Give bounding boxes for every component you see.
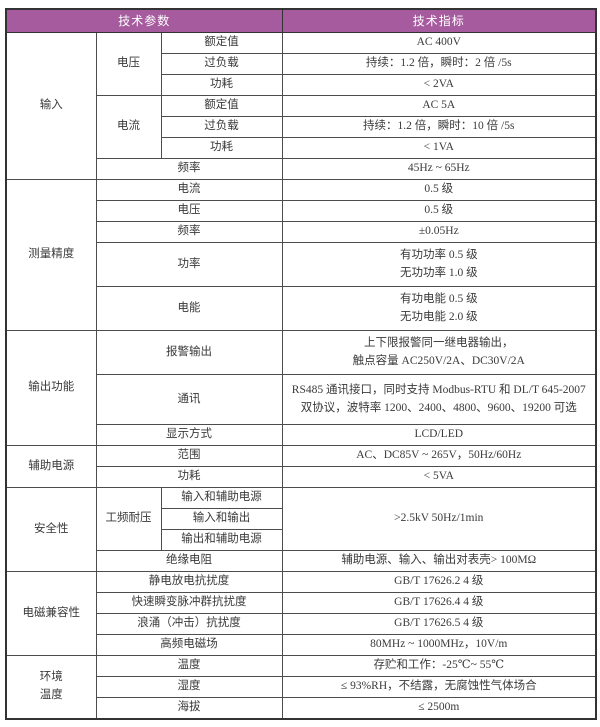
param-cell: 电压 bbox=[95, 200, 283, 222]
param-cell: 输入和辅助电源 bbox=[160, 487, 283, 509]
section-label-environment: 环境 温度 bbox=[5, 654, 97, 720]
param-cell: 快速瞬变脉冲群抗扰度 bbox=[95, 592, 283, 614]
param-cell: 功耗 bbox=[160, 74, 283, 96]
table-row: 电磁兼容性 静电放电抗扰度 GB/T 17626.2 4 级 bbox=[5, 571, 597, 656]
section-label-accuracy: 测量精度 bbox=[5, 179, 97, 331]
value-cell: ≤ 2500m bbox=[281, 696, 597, 720]
table-row: 高频电磁场 80MHz ~ 1000MHz，10V/m bbox=[6, 634, 597, 656]
param-cell: 温度 bbox=[95, 655, 283, 677]
value-cell: RS485 通讯接口，同时支持 Modbus-RTU 和 DL/T 645-20… bbox=[281, 374, 597, 425]
value-cell: ±0.05Hz bbox=[281, 221, 597, 243]
param-cell: 输出和辅助电源 bbox=[160, 529, 283, 551]
value-cell: 0.5 级 bbox=[281, 200, 597, 222]
header-tech-params: 技术参数 bbox=[5, 8, 283, 33]
value-cell: AC、DC85V ~ 265V，50Hz/60Hz bbox=[281, 445, 597, 467]
param-cell: 范围 bbox=[95, 445, 283, 467]
spec-table: 技术参数 技术指标 输入 电压 额定值 AC 400V 过负载 持续：1.2 倍… bbox=[5, 8, 598, 720]
value-cell: GB/T 17626.5 4 级 bbox=[281, 613, 597, 635]
table-row: 海拔 ≤ 2500m bbox=[6, 696, 597, 720]
value-cell: 辅助电源、输入、输出对表壳> 100MΩ bbox=[281, 550, 597, 572]
table-row: 输出功能 报警输出 上下限报警同一继电器输出， 触点容量 AC250V/2A、D… bbox=[5, 330, 597, 446]
section-label-emc: 电磁兼容性 bbox=[5, 571, 97, 656]
value-cell: >2.5kV 50Hz/1min bbox=[281, 487, 597, 551]
value-cell: < 5VA bbox=[281, 466, 597, 488]
param-cell: 输入和输出 bbox=[160, 508, 283, 530]
param-cell: 功率 bbox=[95, 242, 283, 287]
header-tech-indicators: 技术指标 bbox=[281, 8, 597, 33]
table-row: 频率 45Hz ~ 65Hz bbox=[6, 158, 597, 180]
value-cell: 45Hz ~ 65Hz bbox=[281, 158, 597, 180]
table-row: 功率 有功功率 0.5 级 无功功率 1.0 级 bbox=[6, 242, 597, 287]
table-header-row: 技术参数 技术指标 bbox=[5, 8, 597, 33]
group-label-withstand-voltage: 工频耐压 bbox=[95, 487, 162, 551]
value-cell: AC 5A bbox=[281, 95, 597, 117]
param-cell: 频率 bbox=[95, 221, 283, 243]
param-cell: 报警输出 bbox=[95, 330, 283, 375]
value-cell: GB/T 17626.4 4 级 bbox=[281, 592, 597, 614]
value-cell: GB/T 17626.2 4 级 bbox=[281, 571, 597, 593]
param-cell: 静电放电抗扰度 bbox=[95, 571, 283, 593]
value-cell: 持续：1.2 倍，瞬时：2 倍 /5s bbox=[281, 53, 597, 75]
value-cell: < 1VA bbox=[281, 137, 597, 159]
value-cell: 0.5 级 bbox=[281, 179, 597, 201]
param-cell: 通讯 bbox=[95, 374, 283, 425]
param-cell: 额定值 bbox=[160, 32, 283, 54]
value-cell: 持续：1.2 倍，瞬时：10 倍 /5s bbox=[281, 116, 597, 138]
param-cell: 高频电磁场 bbox=[95, 634, 283, 656]
table-row: 辅助电源 范围 AC、DC85V ~ 265V，50Hz/60Hz bbox=[5, 445, 597, 488]
value-cell: 存贮和工作：-25℃~ 55℃ bbox=[281, 655, 597, 677]
param-cell: 频率 bbox=[95, 158, 283, 180]
param-cell: 功耗 bbox=[95, 466, 283, 488]
table-row: 测量精度 电流 0.5 级 bbox=[5, 179, 597, 331]
table-row: 安全性 工频耐压 输入和辅助电源 >2.5kV 50Hz/1min bbox=[5, 487, 597, 572]
value-cell: LCD/LED bbox=[281, 424, 597, 446]
table-row: 湿度 ≤ 93%RH，不结露，无腐蚀性气体场合 bbox=[6, 676, 597, 698]
table-row: 输入 电压 额定值 AC 400V bbox=[5, 32, 597, 180]
param-cell: 过负载 bbox=[160, 53, 283, 75]
section-label-output: 输出功能 bbox=[5, 330, 97, 446]
param-cell: 湿度 bbox=[95, 676, 283, 698]
table-row: 功耗 < 5VA bbox=[6, 466, 597, 488]
param-cell: 显示方式 bbox=[95, 424, 283, 446]
param-cell: 浪涌（冲击）抗扰度 bbox=[95, 613, 283, 635]
value-cell: 有功电能 0.5 级 无功电能 2.0 级 bbox=[281, 286, 597, 331]
value-cell: AC 400V bbox=[281, 32, 597, 54]
param-cell: 额定值 bbox=[160, 95, 283, 117]
param-cell: 绝缘电阻 bbox=[95, 550, 283, 572]
value-cell: 有功功率 0.5 级 无功功率 1.0 级 bbox=[281, 242, 597, 287]
section-label-aux-power: 辅助电源 bbox=[5, 445, 97, 488]
param-cell: 电流 bbox=[95, 179, 283, 201]
value-cell: 上下限报警同一继电器输出， 触点容量 AC250V/2A、DC30V/2A bbox=[281, 330, 597, 375]
value-cell: < 2VA bbox=[281, 74, 597, 96]
table-row: 环境 温度 温度 存贮和工作：-25℃~ 55℃ bbox=[5, 654, 597, 720]
section-label-safety: 安全性 bbox=[5, 487, 97, 572]
param-cell: 电能 bbox=[95, 286, 283, 331]
group-label-current: 电流 bbox=[95, 95, 162, 159]
param-cell: 过负载 bbox=[160, 116, 283, 138]
table-row: 通讯 RS485 通讯接口，同时支持 Modbus-RTU 和 DL/T 645… bbox=[6, 374, 597, 425]
param-cell: 功耗 bbox=[160, 137, 283, 159]
table-row: 电能 有功电能 0.5 级 无功电能 2.0 级 bbox=[6, 286, 597, 331]
table-row: 电流 额定值 AC 5A bbox=[6, 95, 597, 159]
table-row: 输入和输出 bbox=[6, 508, 596, 530]
section-label-input: 输入 bbox=[5, 32, 97, 180]
table-row: 浪涌（冲击）抗扰度 GB/T 17626.5 4 级 bbox=[6, 613, 597, 635]
param-cell: 海拔 bbox=[95, 696, 283, 720]
table-row: 显示方式 LCD/LED bbox=[6, 424, 597, 446]
group-label-voltage: 电压 bbox=[95, 32, 162, 96]
value-cell: 80MHz ~ 1000MHz，10V/m bbox=[281, 634, 597, 656]
value-cell: ≤ 93%RH，不结露，无腐蚀性气体场合 bbox=[281, 676, 597, 698]
